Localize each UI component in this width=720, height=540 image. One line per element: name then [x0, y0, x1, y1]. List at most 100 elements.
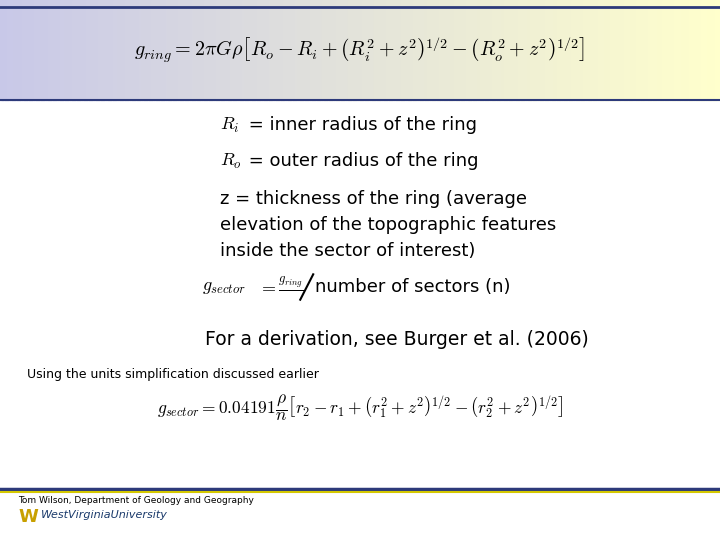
Bar [269, 0, 272, 100]
Bar [259, 0, 262, 100]
Bar [576, 0, 579, 100]
Bar [19, 0, 22, 100]
Bar [636, 0, 639, 100]
Bar [456, 0, 459, 100]
Bar [238, 0, 240, 100]
Bar [317, 0, 320, 100]
Bar [662, 0, 665, 100]
Bar [415, 0, 418, 100]
Bar [106, 0, 109, 100]
Bar [122, 0, 125, 100]
Bar [243, 0, 246, 100]
Bar [151, 0, 154, 100]
Bar [571, 0, 575, 100]
Bar [333, 0, 337, 100]
Bar [192, 0, 195, 100]
Bar [437, 0, 440, 100]
Bar [367, 0, 370, 100]
Bar [336, 0, 339, 100]
Bar [108, 0, 111, 100]
Bar [706, 0, 708, 100]
Bar [322, 0, 325, 100]
Bar [655, 0, 658, 100]
Bar [204, 0, 207, 100]
Bar [180, 0, 183, 100]
Bar [646, 0, 649, 100]
Bar [55, 0, 58, 100]
Bar [166, 0, 168, 100]
Bar [684, 0, 687, 100]
Bar [463, 0, 467, 100]
Text: number of sectors (n): number of sectors (n) [315, 278, 510, 296]
Bar [629, 0, 632, 100]
Bar [312, 0, 315, 100]
Bar [434, 0, 438, 100]
Bar [343, 0, 346, 100]
Bar [682, 0, 685, 100]
Bar [60, 0, 63, 100]
Bar [504, 0, 507, 100]
Bar [346, 0, 348, 100]
Bar [477, 0, 481, 100]
Bar [427, 0, 431, 100]
Bar [261, 0, 265, 100]
Bar [691, 0, 694, 100]
Bar [413, 0, 416, 100]
Text: = inner radius of the ring: = inner radius of the ring [243, 116, 477, 134]
Bar [621, 0, 625, 100]
Bar [117, 0, 121, 100]
Bar [161, 0, 164, 100]
Bar [302, 0, 305, 100]
Bar [449, 0, 452, 100]
Bar [389, 0, 392, 100]
Bar [12, 0, 15, 100]
Text: WestVirginiaUniversity: WestVirginiaUniversity [41, 510, 168, 521]
Bar [135, 0, 138, 100]
Bar [182, 0, 186, 100]
Text: Using the units simplification discussed earlier: Using the units simplification discussed… [27, 368, 319, 381]
Bar [446, 0, 449, 100]
Bar [293, 0, 296, 100]
Bar [77, 0, 80, 100]
Bar [199, 0, 202, 100]
Bar [96, 0, 99, 100]
Bar [149, 0, 152, 100]
Bar [610, 0, 613, 100]
Bar [693, 0, 697, 100]
Bar [132, 0, 135, 100]
Bar [189, 0, 193, 100]
Bar [158, 0, 161, 100]
Bar [497, 0, 500, 100]
Bar [657, 0, 661, 100]
Bar [194, 0, 197, 100]
Bar [67, 0, 71, 100]
Bar [22, 0, 24, 100]
Bar [99, 0, 102, 100]
Bar [641, 0, 644, 100]
Bar [171, 0, 174, 100]
Bar [634, 0, 636, 100]
Bar [516, 0, 519, 100]
Text: $g_{sector} = 0.04191\dfrac{\rho}{n}\left[ r_2 - r_1 + \left(r_1^2 + z^2\right)^: $g_{sector} = 0.04191\dfrac{\rho}{n}\lef… [157, 393, 563, 423]
Bar [405, 0, 409, 100]
Bar [113, 0, 116, 100]
Bar [598, 0, 600, 100]
Bar [372, 0, 375, 100]
Bar [441, 0, 445, 100]
Text: $\mathbf{W}$: $\mathbf{W}$ [18, 508, 40, 525]
Bar [567, 0, 570, 100]
Text: For a derivation, see Burger et al. (2006): For a derivation, see Burger et al. (200… [205, 330, 589, 349]
Bar [473, 0, 476, 100]
Bar [197, 0, 200, 100]
Bar [607, 0, 611, 100]
Bar [271, 0, 274, 100]
Bar [274, 0, 276, 100]
Bar [202, 0, 204, 100]
Bar [468, 0, 471, 100]
Bar [216, 0, 219, 100]
Bar [245, 0, 248, 100]
Bar [254, 0, 258, 100]
Bar [482, 0, 485, 100]
Bar [470, 0, 474, 100]
Bar [410, 0, 413, 100]
